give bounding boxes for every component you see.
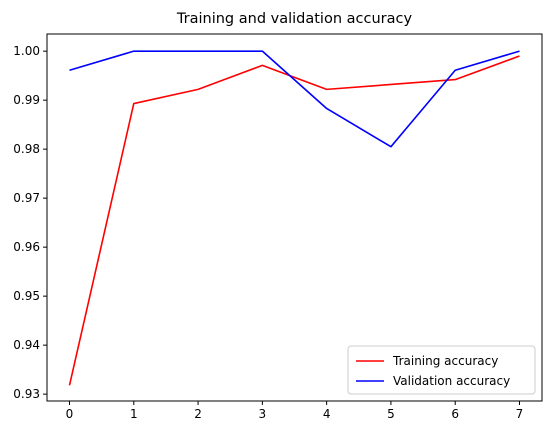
y-tick-label: 0.98 xyxy=(13,142,40,156)
chart-title: Training and validation accuracy xyxy=(176,11,413,27)
x-tick-label: 2 xyxy=(194,407,202,421)
x-tick-label: 3 xyxy=(259,407,267,421)
plot-area-frame xyxy=(46,33,543,402)
legend-box xyxy=(347,345,536,395)
x-tick-label: 1 xyxy=(130,407,138,421)
y-tick-label: 0.94 xyxy=(13,338,40,352)
ticks-layer: 0 1 2 3 4 5 6 7 0.93 0.94 0.95 0.96 0.97 0.98 0.99 1.00 xyxy=(13,44,523,421)
x-tick-label: 4 xyxy=(323,407,331,421)
y-tick-label: 0.95 xyxy=(13,289,40,303)
x-tick-label: 0 xyxy=(66,407,74,421)
series-layer xyxy=(68,50,520,386)
series-line-training-accuracy xyxy=(68,55,520,386)
y-tick-label: 0.96 xyxy=(13,240,40,254)
legend: Training accuracy Validation accuracy xyxy=(347,345,536,395)
x-tick-label: 6 xyxy=(451,407,459,421)
y-tick-label: 0.99 xyxy=(13,93,40,107)
legend-label: Training accuracy xyxy=(392,354,498,368)
y-tick-label: 1.00 xyxy=(13,44,40,58)
x-tick-label: 7 xyxy=(516,407,524,421)
series-line-validation-accuracy xyxy=(69,50,520,148)
x-tick-label: 5 xyxy=(387,407,395,421)
legend-label: Validation accuracy xyxy=(393,374,510,388)
y-tick-label: 0.93 xyxy=(13,387,40,401)
y-tick-label: 0.97 xyxy=(13,191,40,205)
